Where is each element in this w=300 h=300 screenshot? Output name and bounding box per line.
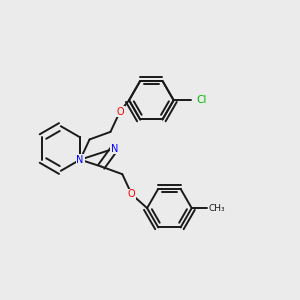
Text: Cl: Cl [196,95,206,105]
Text: O: O [128,189,136,200]
Text: N: N [76,155,84,165]
Text: O: O [116,106,124,117]
Text: CH₃: CH₃ [209,204,225,213]
Text: N: N [111,143,118,154]
